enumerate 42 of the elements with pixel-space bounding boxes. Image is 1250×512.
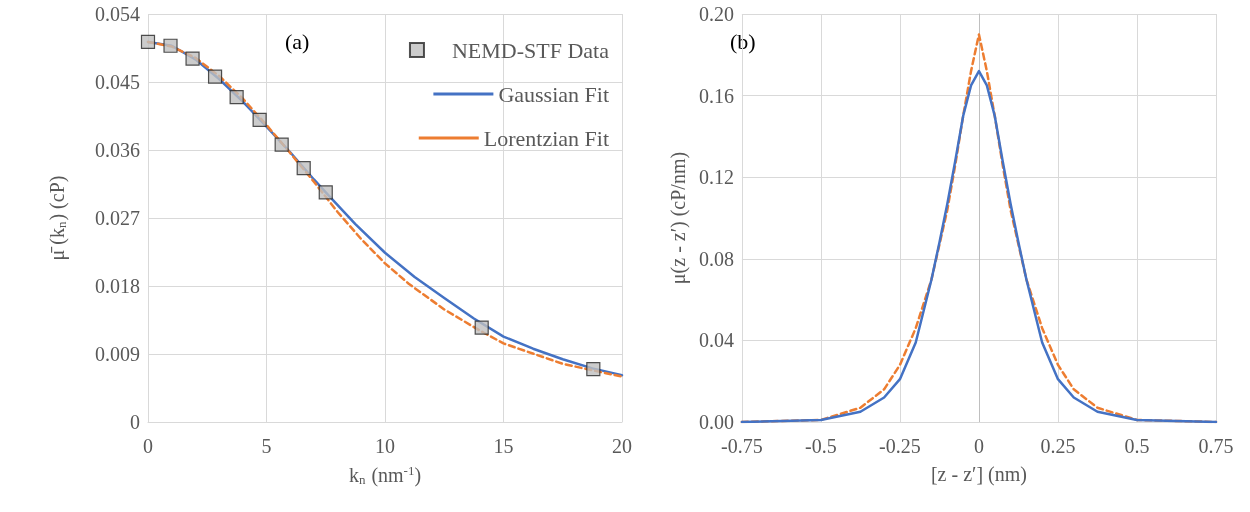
y-tick-label: 0.20 <box>698 3 734 25</box>
x-tick-label: -0.75 <box>721 435 763 457</box>
point <box>252 112 267 127</box>
legend-label: NEMD-STF Data <box>451 37 610 63</box>
point <box>296 161 311 176</box>
y-tick-label: 0.009 <box>95 343 140 365</box>
point <box>185 51 200 66</box>
point <box>163 38 178 53</box>
y-tick-label: 0.00 <box>698 411 734 433</box>
x-axis-title: [z - z′] (nm) <box>930 463 1027 486</box>
y-tick-label: 0.08 <box>698 247 734 270</box>
y-tick-label: 0.018 <box>95 275 140 297</box>
point <box>229 90 244 105</box>
x-tick-label: 5 <box>261 435 272 457</box>
point <box>140 34 156 50</box>
point <box>207 69 223 84</box>
point <box>474 320 489 335</box>
x-tick-label: -0.25 <box>879 435 921 457</box>
x-tick-label: 15 <box>493 435 514 457</box>
point <box>318 185 333 200</box>
y-axis-title: μ(z - z′) (cP/nm) <box>667 151 690 285</box>
y-tick-label: 0.12 <box>698 166 734 189</box>
annotation: (b) <box>730 28 756 54</box>
y-tick-label: 0.027 <box>95 207 140 229</box>
y-tick-label: 0.04 <box>698 329 734 352</box>
point <box>586 362 601 377</box>
y-tick-label: 0.045 <box>95 71 140 93</box>
x-tick-label: -0.5 <box>805 435 837 457</box>
legend-label: Lorentzian Fit <box>483 125 610 151</box>
x-tick-label: 0.75 <box>1198 435 1234 457</box>
annotation: (a) <box>285 28 310 54</box>
x-tick-label: 10 <box>375 435 395 457</box>
x-tick-label: 0.5 <box>1124 435 1150 457</box>
point <box>274 137 289 152</box>
y-tick-label: 0.16 <box>698 84 734 107</box>
x-tick-label: 0.25 <box>1040 435 1076 457</box>
y-tick-label: 0.036 <box>95 139 140 161</box>
y-tick-label: 0.054 <box>95 3 140 25</box>
y-tick-label: 0 <box>130 411 140 433</box>
x-tick-label: 20 <box>612 435 632 457</box>
x-tick-label: 0 <box>973 435 984 457</box>
legend-label: Gaussian Fit <box>498 81 610 107</box>
